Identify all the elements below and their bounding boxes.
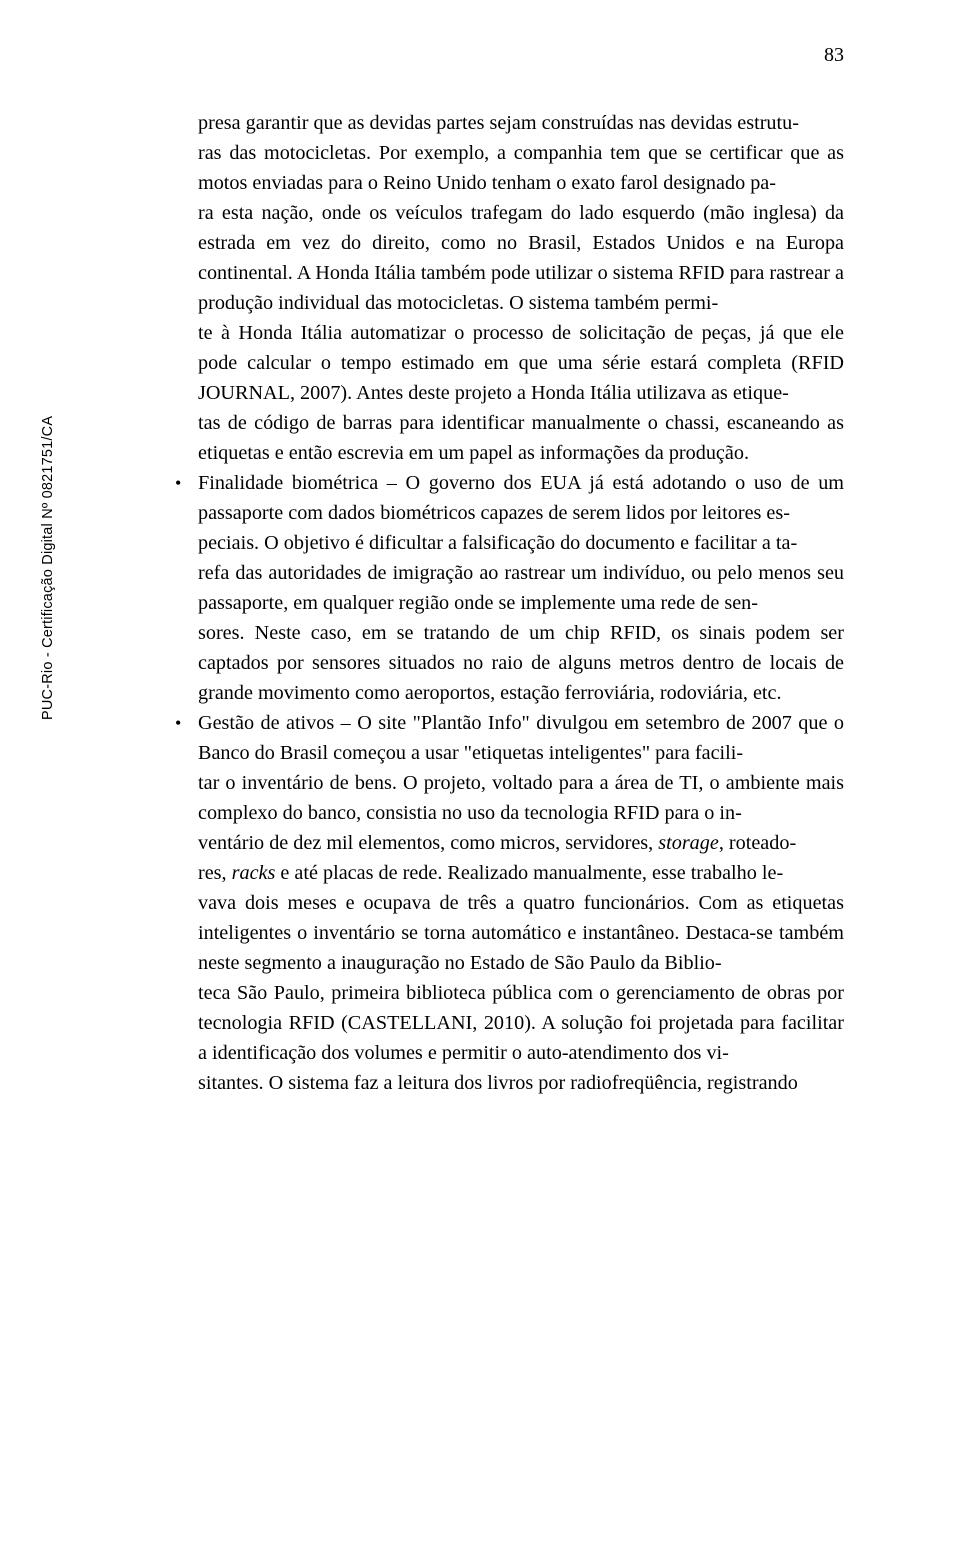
certification-sideways-text: PUC-Rio - Certificação Digital Nº 082175… — [40, 416, 56, 720]
paragraph-1c: ra esta nação, onde os veículos trafegam… — [198, 198, 844, 318]
li3-d-italic-racks: racks — [232, 862, 276, 884]
li3-c-mid: , roteado- — [719, 832, 796, 854]
li3-c-italic-storage: storage — [658, 832, 719, 854]
li3-d-pre: res, — [198, 862, 232, 884]
paragraph-1d: te à Honda Itália automatizar o processo… — [198, 318, 844, 408]
page-number: 83 — [824, 44, 844, 67]
paragraph-1e: tas de código de barras para identificar… — [198, 408, 844, 468]
paragraph-1b: ras das motocicletas. Por exemplo, a com… — [198, 138, 844, 198]
li3-c-pre: ventário de dez mil elementos, como micr… — [198, 832, 658, 854]
li3-b: tar o inventário de bens. O projeto, vol… — [198, 768, 844, 828]
body-text: presa garantir que as devidas partes sej… — [198, 108, 844, 1098]
li3-f: teca São Paulo, primeira biblioteca públ… — [198, 978, 844, 1068]
bullet-item-assets: • Gestão de ativos – O site "Plantão Inf… — [198, 708, 844, 1098]
li3-c: ventário de dez mil elementos, como micr… — [198, 828, 844, 858]
li3-g: sitantes. O sistema faz a leitura dos li… — [198, 1068, 844, 1098]
paragraph-1a: presa garantir que as devidas partes sej… — [198, 108, 844, 138]
li2-d: sores. Neste caso, em se tratando de um … — [198, 618, 844, 708]
bullet-item-biometric: • Finalidade biométrica – O governo dos … — [198, 468, 844, 708]
li2-b: peciais. O objetivo é dificultar a falsi… — [198, 528, 844, 558]
li3-d: res, racks e até placas de rede. Realiza… — [198, 858, 844, 888]
bullet-icon: • — [175, 468, 181, 498]
li2-c: refa das autoridades de imigração ao ras… — [198, 558, 844, 618]
bullet-icon: • — [175, 708, 181, 738]
li3-a: Gestão de ativos – O site "Plantão Info"… — [198, 708, 844, 768]
li3-d-post: e até placas de rede. Realizado manualme… — [275, 862, 783, 884]
page: 83 PUC-Rio - Certificação Digital Nº 082… — [0, 0, 960, 1553]
li2-a: Finalidade biométrica – O governo dos EU… — [198, 468, 844, 528]
li3-e: vava dois meses e ocupava de três a quat… — [198, 888, 844, 978]
